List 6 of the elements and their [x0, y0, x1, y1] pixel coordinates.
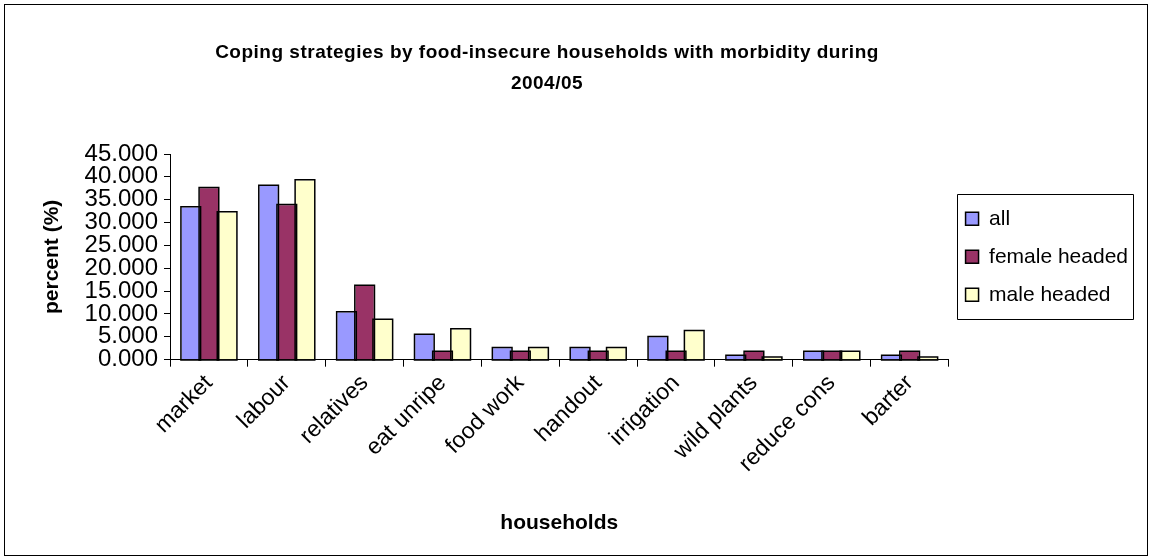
legend-label: all	[989, 205, 1011, 229]
legend-label: male headed	[989, 281, 1111, 305]
legend-label: female headed	[989, 243, 1129, 267]
y-axis-title: percent (%)	[39, 199, 63, 315]
x-axis-title: households	[500, 510, 619, 534]
chart-title: Coping strategies by food-insecure households with morbidity during 2004/05	[214, 40, 880, 95]
